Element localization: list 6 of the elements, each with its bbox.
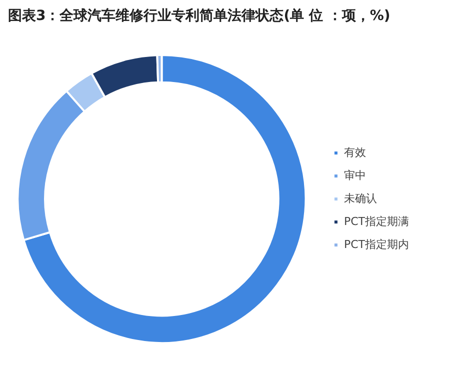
legend-label: 未确认 [344,192,377,205]
legend-label: 审中 [344,168,366,182]
legend-label: 有效 [344,146,366,159]
legend-label: PCT指定期内 [344,238,410,251]
legend-label: PCT指定期满 [344,214,410,228]
chart-title: 图表3：全球汽车维修行业专利简单法律状态(单 位 ：项，%) [8,6,392,26]
